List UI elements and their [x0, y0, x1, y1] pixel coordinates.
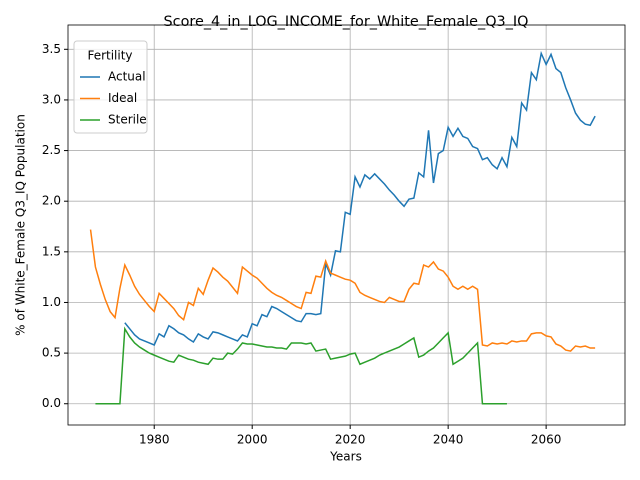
y-tick-label: 1.0 — [42, 295, 61, 309]
legend-label: Sterile — [108, 113, 147, 127]
x-tick-label: 1980 — [139, 433, 170, 447]
legend-box — [73, 40, 148, 134]
plot-frame — [67, 24, 626, 426]
x-tick-label: 2000 — [237, 433, 268, 447]
line-series — [124, 50, 596, 346]
legend-title: Fertility — [87, 49, 132, 63]
y-tick-label: 3.0 — [42, 92, 61, 106]
y-tick-label: 2.0 — [42, 194, 61, 208]
line-series — [89, 229, 596, 352]
y-tick-label: 0.0 — [42, 396, 61, 410]
y-tick-label: 3.5 — [42, 42, 61, 56]
y-tick-label: 1.5 — [42, 244, 61, 258]
y-axis-label: % of White_Female Q3_IQ Population — [14, 114, 28, 336]
x-tick-label: 2020 — [335, 433, 366, 447]
legend-label: Actual — [108, 70, 146, 84]
legend-label: Ideal — [108, 91, 137, 105]
x-tick-label: 2060 — [531, 433, 562, 447]
y-tick-label: 0.5 — [42, 346, 61, 360]
line-series — [95, 326, 507, 405]
x-axis-label: Years — [329, 450, 362, 464]
y-tick-label: 2.5 — [42, 143, 61, 157]
x-tick-label: 2040 — [433, 433, 464, 447]
chart-title: Score_4_in_LOG_INCOME_for_White_Female_Q… — [164, 14, 529, 30]
